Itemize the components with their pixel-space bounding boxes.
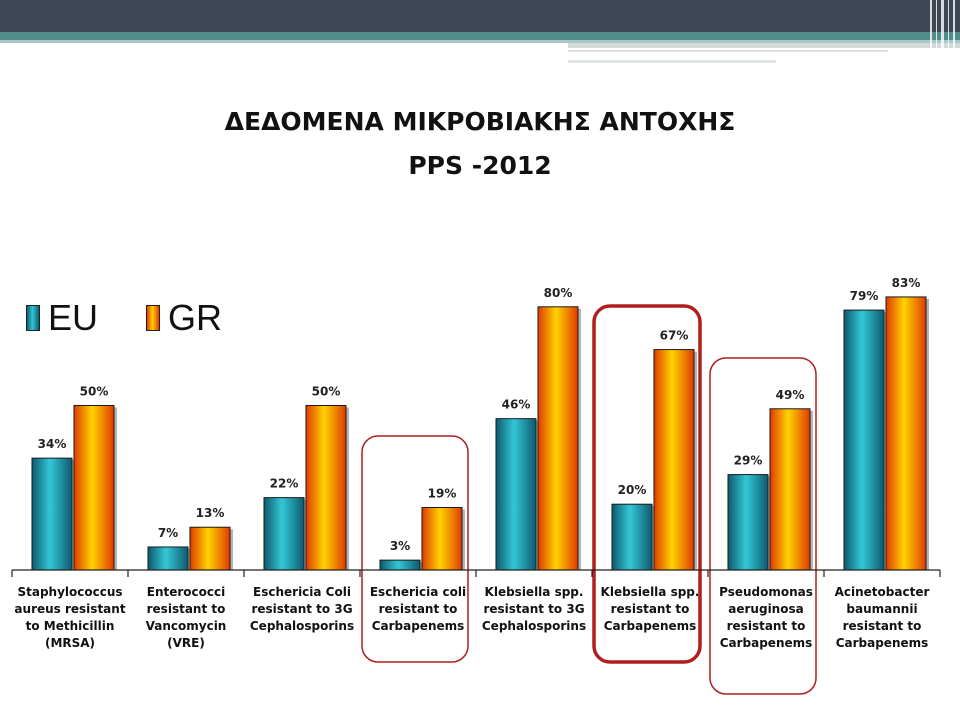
title-line-2: PPS -2012 xyxy=(408,151,552,180)
data-label-gr-2: 50% xyxy=(312,385,341,399)
bar-gr-6 xyxy=(769,408,811,571)
data-label-eu-7: 79% xyxy=(850,289,879,303)
highlight-box-3 xyxy=(361,435,469,663)
category-label-line: aeruginosa xyxy=(728,602,803,616)
bar-gr-1 xyxy=(189,526,231,571)
bar-gr-5 xyxy=(653,349,695,571)
category-label-line: resistant to 3G xyxy=(251,602,352,616)
legend-eu: EU xyxy=(26,297,99,338)
chart-title: ΔΕΔΟΜΕΝΑ ΜΙΚΡΟΒΙΑΚΗΣ ΑΝΤΟΧΗΣ PPS -2012 xyxy=(0,100,960,188)
data-label-eu-3: 3% xyxy=(390,539,410,553)
data-label-eu-2: 22% xyxy=(270,477,299,491)
category-label-line: Vancomycin xyxy=(146,619,227,633)
bar-gr-7 xyxy=(885,296,927,571)
data-label-eu-5: 20% xyxy=(618,483,647,497)
bar-gr-3 xyxy=(421,506,463,571)
category-label-3: Eschericia coli resistant to Carbapenems xyxy=(370,585,466,633)
legend-gr-swatch xyxy=(146,305,160,331)
category-label-line: resistant to xyxy=(843,619,922,633)
data-label-eu-4: 46% xyxy=(502,398,531,412)
data-label-gr-1: 13% xyxy=(196,506,225,520)
data-label-gr-0: 50% xyxy=(80,385,109,399)
category-label-line: baumannii xyxy=(846,602,917,616)
category-label-line: Acinetobacter xyxy=(835,585,930,599)
category-label-7: Acinetobacter baumannii resistant to Carbap… xyxy=(835,585,930,650)
data-label-gr-4: 80% xyxy=(544,286,573,300)
bar-eu-2 xyxy=(263,497,305,571)
bar-eu-0 xyxy=(31,457,73,571)
highlight-box-5 xyxy=(592,304,702,664)
category-label-line: Carbapenems xyxy=(836,636,929,650)
category-label-line: Staphylococcus xyxy=(17,585,122,599)
data-label-eu-6: 29% xyxy=(734,454,763,468)
data-label-gr-7: 83% xyxy=(892,276,921,290)
category-label-line: Pseudomonas xyxy=(719,585,813,599)
title-line-1: ΔΕΔΟΜΕΝΑ ΜΙΚΡΟΒΙΑΚΗΣ ΑΝΤΟΧΗΣ xyxy=(224,107,736,136)
category-label-line: Carbapenems xyxy=(372,619,465,633)
legend-eu-label: EU xyxy=(48,297,99,338)
data-label-eu-0: 34% xyxy=(38,437,67,451)
category-label-line: Eschericia coli xyxy=(370,585,466,599)
data-label-gr-6: 49% xyxy=(776,388,805,402)
category-label-line: resistant to xyxy=(379,602,458,616)
bar-eu-3 xyxy=(379,559,421,571)
category-label-line: Klebsiella spp. xyxy=(601,585,700,599)
category-label-line: aureus resistant xyxy=(14,602,125,616)
category-label-line: Klebsiella spp. xyxy=(485,585,584,599)
category-label-1: Enterococci resistant to Vancomycin (VRE) xyxy=(146,585,227,650)
data-label-eu-1: 7% xyxy=(158,526,178,540)
data-label-gr-3: 19% xyxy=(428,486,457,500)
category-label-line: Enterococci xyxy=(147,585,225,599)
category-label-line: (VRE) xyxy=(167,636,205,650)
category-label-line: to Methicillin xyxy=(26,619,115,633)
category-label-line: resistant to xyxy=(147,602,226,616)
bar-eu-6 xyxy=(727,474,769,571)
category-label-2: Eschericia Coli resistant to 3G Cephalospo… xyxy=(250,585,354,633)
data-label-gr-5: 67% xyxy=(660,329,689,343)
category-label-line: Eschericia Coli xyxy=(253,585,351,599)
highlight-box-6 xyxy=(709,357,817,695)
category-label-4: Klebsiella spp. resistant to 3G Cephalospo… xyxy=(482,585,586,633)
header-band xyxy=(0,0,960,65)
category-label-0: Staphylococcus aureus resistant to Methici… xyxy=(14,585,125,650)
category-label-6: Pseudomonas aeruginosa resistant to Carbape… xyxy=(719,585,813,650)
category-label-5: Klebsiella spp. resistant to Carbapenems xyxy=(601,585,700,633)
category-label-line: Carbapenems xyxy=(604,619,697,633)
category-label-line: (MRSA) xyxy=(45,636,95,650)
bar-gr-4 xyxy=(537,306,579,571)
legend-gr-label: GR xyxy=(168,297,222,338)
bar-eu-5 xyxy=(611,503,653,571)
bar-gr-2 xyxy=(305,405,347,571)
bar-eu-4 xyxy=(495,418,537,571)
category-label-line: resistant to xyxy=(727,619,806,633)
category-label-line: Cephalosporins xyxy=(250,619,354,633)
bar-gr-0 xyxy=(73,405,115,571)
legend-eu-swatch xyxy=(26,305,40,331)
category-label-line: resistant to xyxy=(611,602,690,616)
category-label-line: Carbapenems xyxy=(720,636,813,650)
bar-eu-7 xyxy=(843,309,885,571)
category-label-line: resistant to 3G xyxy=(483,602,584,616)
category-label-line: Cephalosporins xyxy=(482,619,586,633)
legend-gr: GR xyxy=(146,297,222,338)
bar-eu-1 xyxy=(147,546,189,571)
